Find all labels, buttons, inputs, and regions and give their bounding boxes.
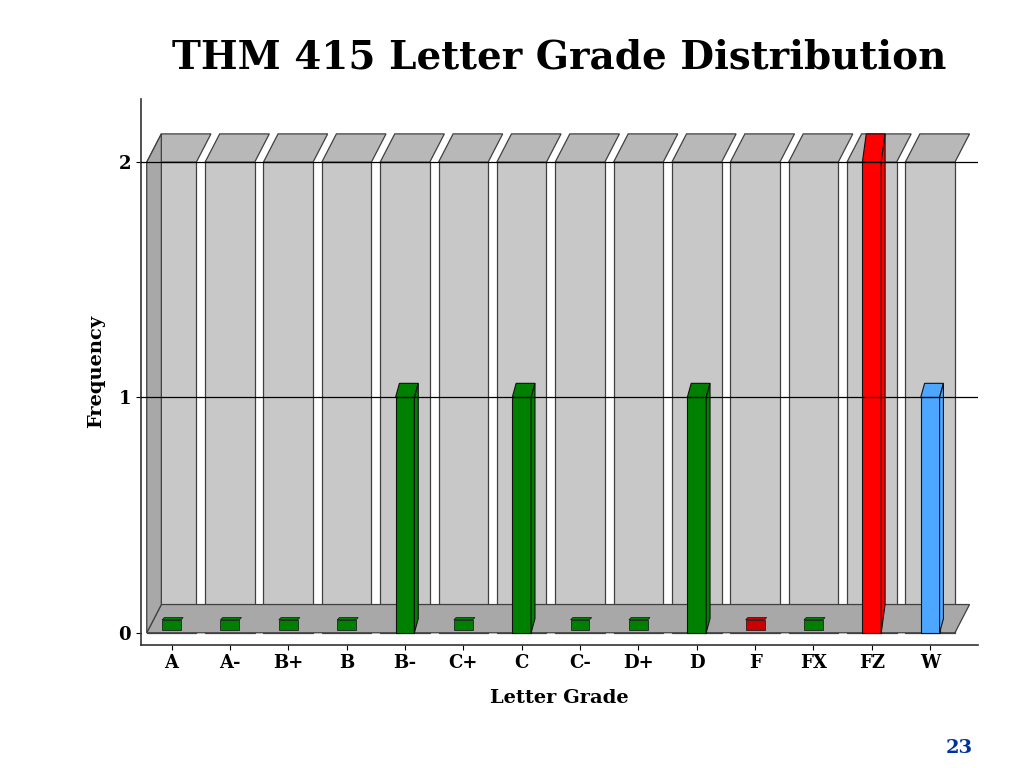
- Polygon shape: [745, 617, 767, 620]
- Polygon shape: [438, 134, 503, 162]
- Polygon shape: [570, 620, 590, 631]
- Polygon shape: [613, 162, 664, 633]
- Polygon shape: [205, 134, 269, 162]
- Polygon shape: [454, 617, 475, 620]
- Polygon shape: [921, 383, 943, 398]
- X-axis label: Letter Grade: Letter Grade: [490, 689, 629, 707]
- Polygon shape: [322, 134, 386, 162]
- Polygon shape: [263, 134, 328, 162]
- Polygon shape: [146, 162, 197, 633]
- Polygon shape: [380, 162, 430, 633]
- Polygon shape: [512, 398, 531, 633]
- Polygon shape: [745, 620, 765, 631]
- Polygon shape: [322, 162, 372, 633]
- Polygon shape: [629, 617, 650, 620]
- Polygon shape: [862, 134, 885, 162]
- Polygon shape: [146, 134, 162, 633]
- Polygon shape: [730, 162, 780, 633]
- Polygon shape: [497, 162, 547, 633]
- Polygon shape: [146, 604, 970, 633]
- Polygon shape: [788, 162, 839, 633]
- Polygon shape: [415, 383, 418, 633]
- Polygon shape: [672, 162, 722, 633]
- Polygon shape: [847, 162, 897, 633]
- Polygon shape: [395, 383, 418, 398]
- Polygon shape: [146, 134, 211, 162]
- Polygon shape: [940, 383, 943, 633]
- Polygon shape: [162, 617, 183, 620]
- Polygon shape: [531, 383, 535, 633]
- Polygon shape: [905, 134, 970, 162]
- Polygon shape: [613, 134, 678, 162]
- Y-axis label: Frequency: Frequency: [87, 315, 104, 429]
- Polygon shape: [921, 398, 940, 633]
- Polygon shape: [847, 134, 911, 162]
- Polygon shape: [438, 162, 488, 633]
- Polygon shape: [512, 383, 535, 398]
- Text: 23: 23: [946, 739, 973, 756]
- Polygon shape: [555, 162, 605, 633]
- Polygon shape: [862, 162, 882, 633]
- Polygon shape: [687, 398, 707, 633]
- Polygon shape: [279, 620, 298, 631]
- Polygon shape: [162, 620, 181, 631]
- Polygon shape: [707, 383, 710, 633]
- Polygon shape: [905, 162, 955, 633]
- Polygon shape: [730, 134, 795, 162]
- Polygon shape: [804, 620, 823, 631]
- Polygon shape: [395, 398, 415, 633]
- Polygon shape: [570, 617, 592, 620]
- Polygon shape: [555, 134, 620, 162]
- Title: THM 415 Letter Grade Distribution: THM 415 Letter Grade Distribution: [172, 38, 947, 76]
- Polygon shape: [687, 383, 710, 398]
- Polygon shape: [337, 617, 358, 620]
- Polygon shape: [337, 620, 356, 631]
- Polygon shape: [205, 162, 255, 633]
- Polygon shape: [788, 134, 853, 162]
- Polygon shape: [497, 134, 561, 162]
- Polygon shape: [629, 620, 648, 631]
- Polygon shape: [804, 617, 825, 620]
- Polygon shape: [454, 620, 473, 631]
- Polygon shape: [380, 134, 444, 162]
- Polygon shape: [279, 617, 300, 620]
- Polygon shape: [672, 134, 736, 162]
- Polygon shape: [263, 162, 313, 633]
- Polygon shape: [220, 620, 240, 631]
- Polygon shape: [220, 617, 242, 620]
- Polygon shape: [882, 134, 885, 633]
